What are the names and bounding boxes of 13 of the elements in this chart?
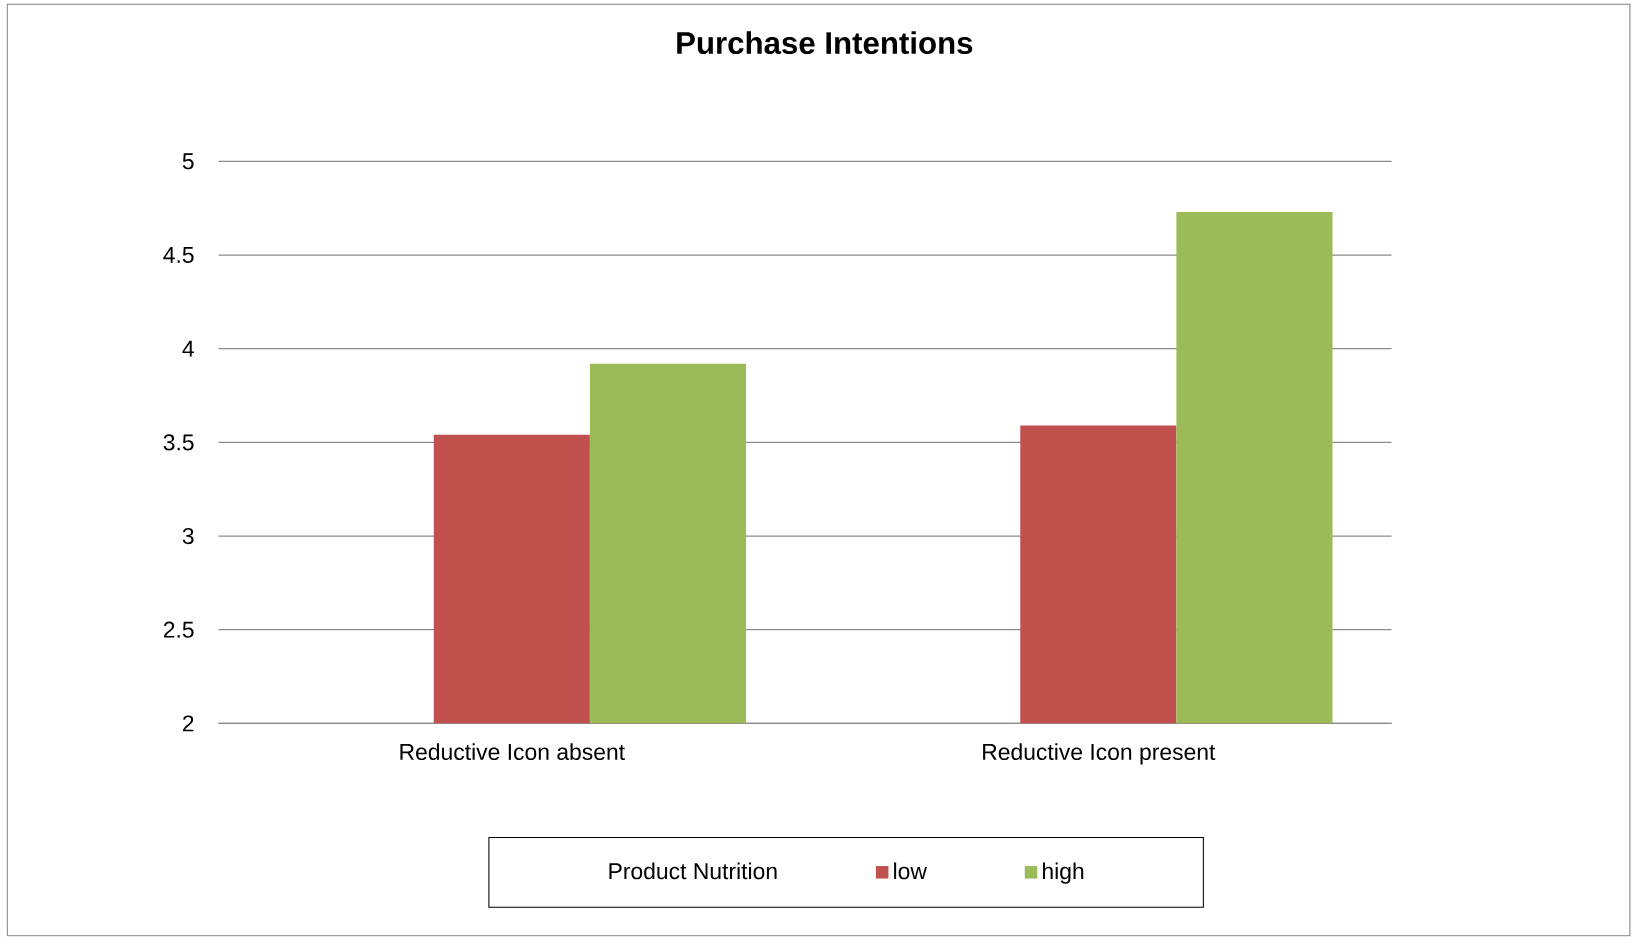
legend-label: low	[894, 862, 927, 880]
y-tick-label: 3	[182, 528, 194, 545]
y-tick-label: 3.5	[163, 434, 194, 451]
x-tick-label: Reductive Icon absent	[400, 743, 625, 761]
y-tick-label: 2	[182, 715, 194, 732]
legend-title: Product Nutrition	[609, 862, 777, 880]
y-tick-label: 2.5	[163, 621, 194, 638]
y-tick-label: 4	[182, 340, 194, 357]
y-tick-label: 5	[182, 153, 194, 170]
x-tick-label: Reductive Icon present	[983, 743, 1216, 765]
y-tick-label: 4.5	[163, 247, 194, 264]
legend-label: high	[1043, 862, 1084, 884]
chart-title: Purchase Intentions	[677, 31, 973, 55]
